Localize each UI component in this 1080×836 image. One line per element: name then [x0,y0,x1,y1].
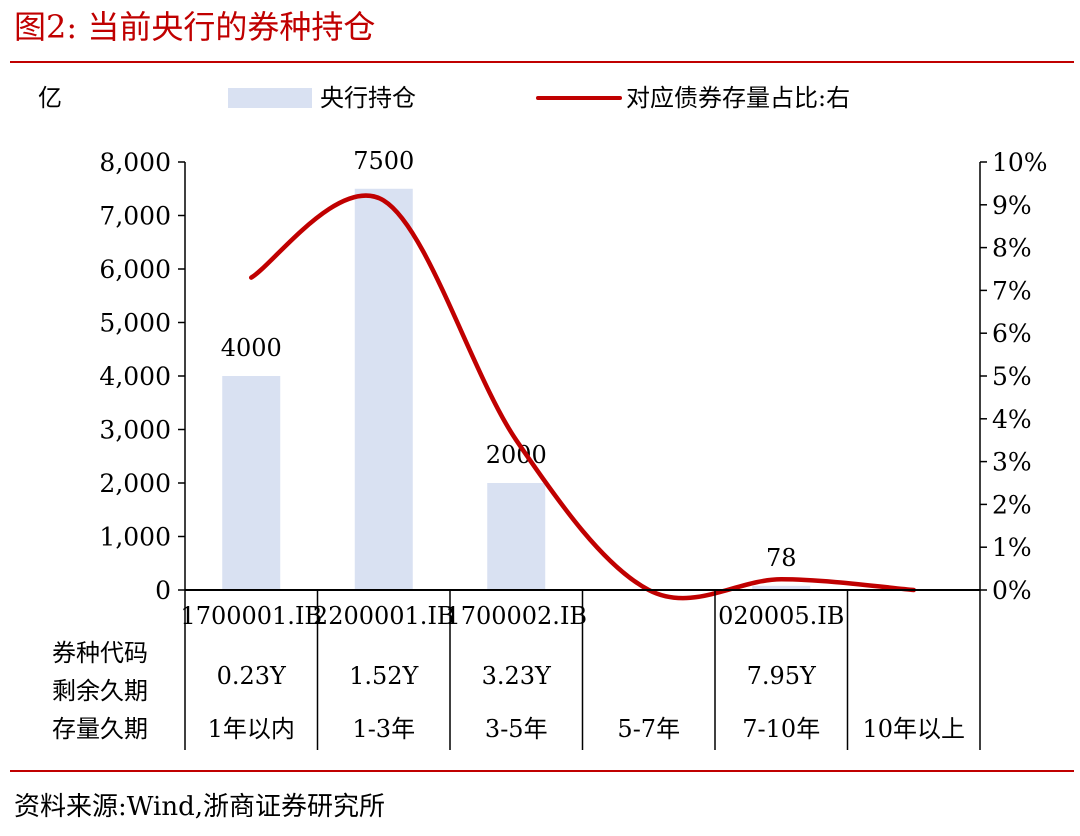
bar-4 [752,585,811,590]
bar-data-label-2: 2000 [486,441,547,469]
figure-title: 图2: 当前央行的券种持仓 [14,8,376,46]
left-tick-label-5: 5,000 [99,309,171,338]
right-tick-label-10: 10% [992,148,1048,177]
left-tick-label-7: 7,000 [99,202,171,231]
right-tick-label-1: 1% [992,533,1032,562]
left-tick-label-2: 2,000 [99,469,171,498]
x-category-label-2: 3-5年 [485,715,548,743]
bar-data-label-0: 4000 [221,334,282,362]
table-code-4: 020005.IB [718,602,844,630]
table-duration-0: 0.23Y [217,662,287,690]
table-duration-1: 1.52Y [349,662,419,690]
legend: 央行持仓 对应债券存量占比:右 [228,84,850,112]
right-tick-label-0: 0% [992,576,1032,605]
table-duration-2: 3.23Y [482,662,552,690]
right-tick-label-4: 4% [992,405,1032,434]
series-line-stock-ratio [249,193,916,601]
left-tick-label-4: 4,000 [99,362,171,391]
table-row-label-remaining: 剩余久期 [52,677,148,705]
x-category-label-0: 1年以内 [208,715,295,743]
bar-0 [222,376,281,590]
right-tick-label-7: 7% [992,276,1032,305]
right-tick-label-6: 6% [992,319,1032,348]
right-tick-label-5: 5% [992,362,1032,391]
right-tick-label-2: 2% [992,490,1032,519]
x-category-label-3: 5-7年 [617,715,680,743]
left-tick-label-8: 8,000 [99,148,171,177]
table-row-label-stock: 存量久期 [52,715,148,743]
bar-1 [354,188,413,590]
right-tick-label-9: 9% [992,191,1032,220]
bar-data-label-4: 78 [766,544,797,572]
table-code-1: 2200001.IB [313,602,455,630]
table-code-2: 1700002.IB [445,602,587,630]
legend-bar-label: 央行持仓 [320,84,416,112]
x-category-label-1: 1-3年 [352,715,415,743]
figure-source: 资料来源:Wind,浙商证券研究所 [14,792,385,822]
table-duration-4: 7.95Y [747,662,817,690]
right-tick-label-8: 8% [992,234,1032,263]
y-unit-label: 亿 [38,84,62,112]
legend-bar-swatch [228,88,312,108]
legend-line-label: 对应债券存量占比:右 [626,84,850,112]
bar-2 [487,483,546,590]
left-tick-label-3: 3,000 [99,416,171,445]
right-tick-label-3: 3% [992,448,1032,477]
x-category-label-5: 10年以上 [862,715,965,743]
x-category-label-4: 7-10年 [742,715,820,743]
table-code-0: 1700001.IB [180,602,322,630]
left-tick-label-6: 6,000 [99,255,171,284]
left-tick-label-0: 0 [155,576,171,605]
left-tick-label-1: 1,000 [99,523,171,552]
table-row-label-code: 券种代码 [52,639,148,667]
bar-data-label-1: 7500 [353,147,414,175]
